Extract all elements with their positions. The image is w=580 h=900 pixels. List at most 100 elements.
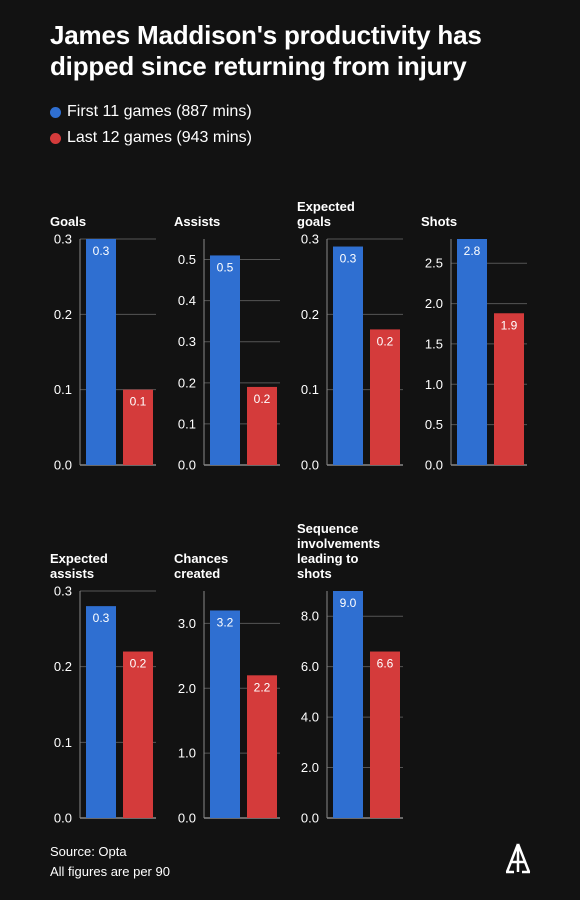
- chart-panel-5: Expected assists 0.0 0.1 0.2 0.3 0.3 0.2: [50, 551, 156, 826]
- bar-last-12: [123, 389, 153, 465]
- data-label: 9.0: [340, 596, 357, 610]
- legend-swatch-last: [50, 132, 61, 144]
- chart-panel-2: Assists 0.0 0.1 0.2 0.3 0.4 0.5 0.5 0.2: [174, 214, 280, 473]
- tick-label: 2.0: [425, 296, 443, 311]
- data-label: 0.2: [377, 334, 394, 348]
- chart-title-line: goals: [297, 214, 331, 229]
- chart-title-4: Shots: [421, 214, 457, 229]
- tick-label: 1.5: [425, 336, 443, 351]
- chart-title-line: Expected: [297, 199, 355, 214]
- bar-first-11: [333, 591, 363, 818]
- tick-label: 0.5: [425, 417, 443, 432]
- chart-title-5: Expected assists: [50, 551, 108, 581]
- legend-item-last: Last 12 games (943 mins): [50, 125, 252, 151]
- data-label: 2.8: [464, 244, 481, 258]
- tick-label: 0.2: [178, 375, 196, 390]
- tick-label: 0.0: [425, 458, 443, 473]
- chart-panel-1: Goals 0.0 0.1 0.2 0.3 0.3 0.1: [50, 214, 156, 473]
- bar-first-11: [210, 255, 240, 465]
- tick-label: 0.4: [178, 293, 196, 308]
- tick-label: 0.1: [54, 735, 72, 750]
- chart-title-line: leading to: [297, 551, 358, 566]
- tick-label: 0.0: [54, 458, 72, 473]
- chart-panel-7: Sequence involvements leading to shots 0.0 2.…: [297, 521, 403, 826]
- tick-label: 0.1: [54, 382, 72, 397]
- legend-label-first: First 11 games (887 mins): [67, 103, 252, 120]
- tick-label: 0.2: [54, 659, 72, 674]
- chart-title-line: Assists: [174, 214, 220, 229]
- chart-panel-6: Chances created 0.0 1.0 2.0 3.0 3.2 2.2: [174, 551, 280, 826]
- athletic-logo-icon: [505, 843, 531, 874]
- tick-label: 0.3: [301, 232, 319, 247]
- chart-title-7: Sequence involvements leading to shots: [297, 521, 380, 581]
- tick-label: 0.1: [301, 382, 319, 397]
- data-label: 6.6: [377, 657, 394, 671]
- chart-title-line: involvements: [297, 536, 380, 551]
- chart-panel-4: Shots 0.0 0.5 1.0 1.5 2.0 2.5 2.8 1.9: [421, 214, 527, 473]
- chart-title-line: Chances: [174, 551, 228, 566]
- bar-first-11: [210, 610, 240, 818]
- tick-label: 0.3: [54, 584, 72, 599]
- tick-label: 1.0: [178, 746, 196, 761]
- legend-swatch-first: [50, 106, 61, 118]
- tick-label: 8.0: [301, 609, 319, 624]
- tick-label: 2.0: [301, 760, 319, 775]
- bar-last-12: [123, 651, 153, 818]
- tick-label: 4.0: [301, 710, 319, 725]
- bar-first-11: [333, 246, 363, 465]
- chart-title-line: Goals: [50, 214, 86, 229]
- chart-title-1: Goals: [50, 214, 86, 229]
- tick-label: 1.0: [425, 377, 443, 392]
- chart-panel-3: Expected goals 0.0 0.1 0.2 0.3 0.3 0.2: [297, 199, 403, 473]
- tick-label: 0.0: [301, 458, 319, 473]
- footer: Source: Opta All figures are per 90: [50, 842, 170, 882]
- chart-title-line: created: [174, 566, 220, 581]
- tick-label: 3.0: [178, 616, 196, 631]
- tick-label: 0.5: [178, 252, 196, 267]
- per-90-note: All figures are per 90: [50, 864, 170, 879]
- legend: First 11 games (887 mins) Last 12 games …: [50, 99, 252, 151]
- chart-title-line: assists: [50, 566, 94, 581]
- data-label: 2.2: [254, 680, 271, 694]
- chart-title-6: Chances created: [174, 551, 228, 581]
- data-label: 1.9: [501, 318, 518, 332]
- legend-label-last: Last 12 games (943 mins): [67, 129, 252, 146]
- data-label: 0.1: [130, 395, 147, 409]
- tick-label: 0.2: [54, 307, 72, 322]
- bar-last-12: [494, 313, 524, 465]
- chart-title-line: Sequence: [297, 521, 358, 536]
- tick-label: 2.0: [178, 681, 196, 696]
- bar-first-11: [457, 239, 487, 465]
- bar-first-11: [86, 239, 116, 465]
- tick-label: 0.1: [178, 416, 196, 431]
- tick-label: 0.2: [301, 307, 319, 322]
- data-label: 0.5: [217, 260, 234, 274]
- data-label: 0.2: [254, 392, 271, 406]
- tick-label: 2.5: [425, 256, 443, 271]
- data-label: 0.3: [93, 244, 110, 258]
- tick-label: 0.3: [54, 232, 72, 247]
- tick-label: 0.0: [178, 811, 196, 826]
- source-note: Source: Opta: [50, 844, 127, 859]
- chart-title-line: shots: [297, 566, 332, 581]
- bar-last-12: [247, 675, 277, 818]
- tick-label: 0.0: [54, 811, 72, 826]
- tick-label: 6.0: [301, 659, 319, 674]
- chart-title: James Maddison's productivity has dipped…: [50, 20, 482, 81]
- chart-title-line: Expected: [50, 551, 108, 566]
- chart-title-2: Assists: [174, 214, 220, 229]
- bar-last-12: [247, 386, 277, 465]
- data-label: 0.3: [340, 252, 357, 266]
- tick-label: 0.3: [178, 334, 196, 349]
- bar-last-12: [370, 651, 400, 818]
- bar-first-11: [86, 606, 116, 818]
- chart-title-3: Expected goals: [297, 199, 355, 229]
- data-label: 0.2: [130, 657, 147, 671]
- tick-label: 0.0: [178, 458, 196, 473]
- legend-item-first: First 11 games (887 mins): [50, 99, 252, 125]
- data-label: 0.3: [93, 611, 110, 625]
- data-label: 3.2: [217, 615, 234, 629]
- bar-last-12: [370, 329, 400, 465]
- chart-title-line: Shots: [421, 214, 457, 229]
